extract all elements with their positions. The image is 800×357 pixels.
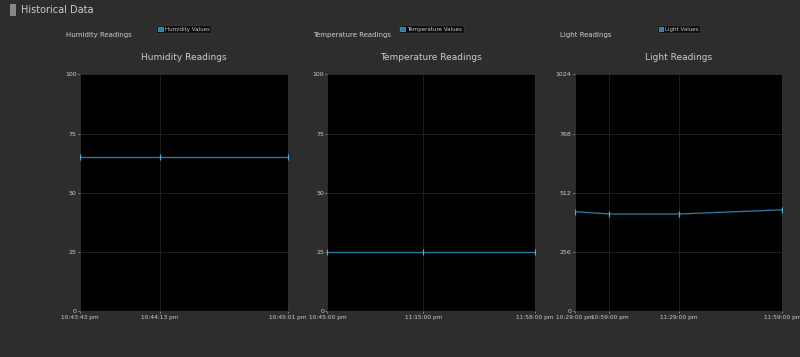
Text: Light Readings: Light Readings: [560, 31, 612, 37]
Text: Humidity Readings: Humidity Readings: [66, 31, 131, 37]
Title: Light Readings: Light Readings: [645, 54, 712, 62]
Legend: Humidity Values: Humidity Values: [157, 25, 211, 33]
Title: Temperature Readings: Temperature Readings: [380, 54, 482, 62]
Legend: Light Values: Light Values: [657, 25, 700, 33]
Legend: Temperature Values: Temperature Values: [399, 25, 464, 33]
Title: Humidity Readings: Humidity Readings: [141, 54, 226, 62]
Bar: [10, 4, 16, 16]
Text: Temperature Readings: Temperature Readings: [313, 31, 391, 37]
Text: Historical Data: Historical Data: [21, 5, 94, 15]
